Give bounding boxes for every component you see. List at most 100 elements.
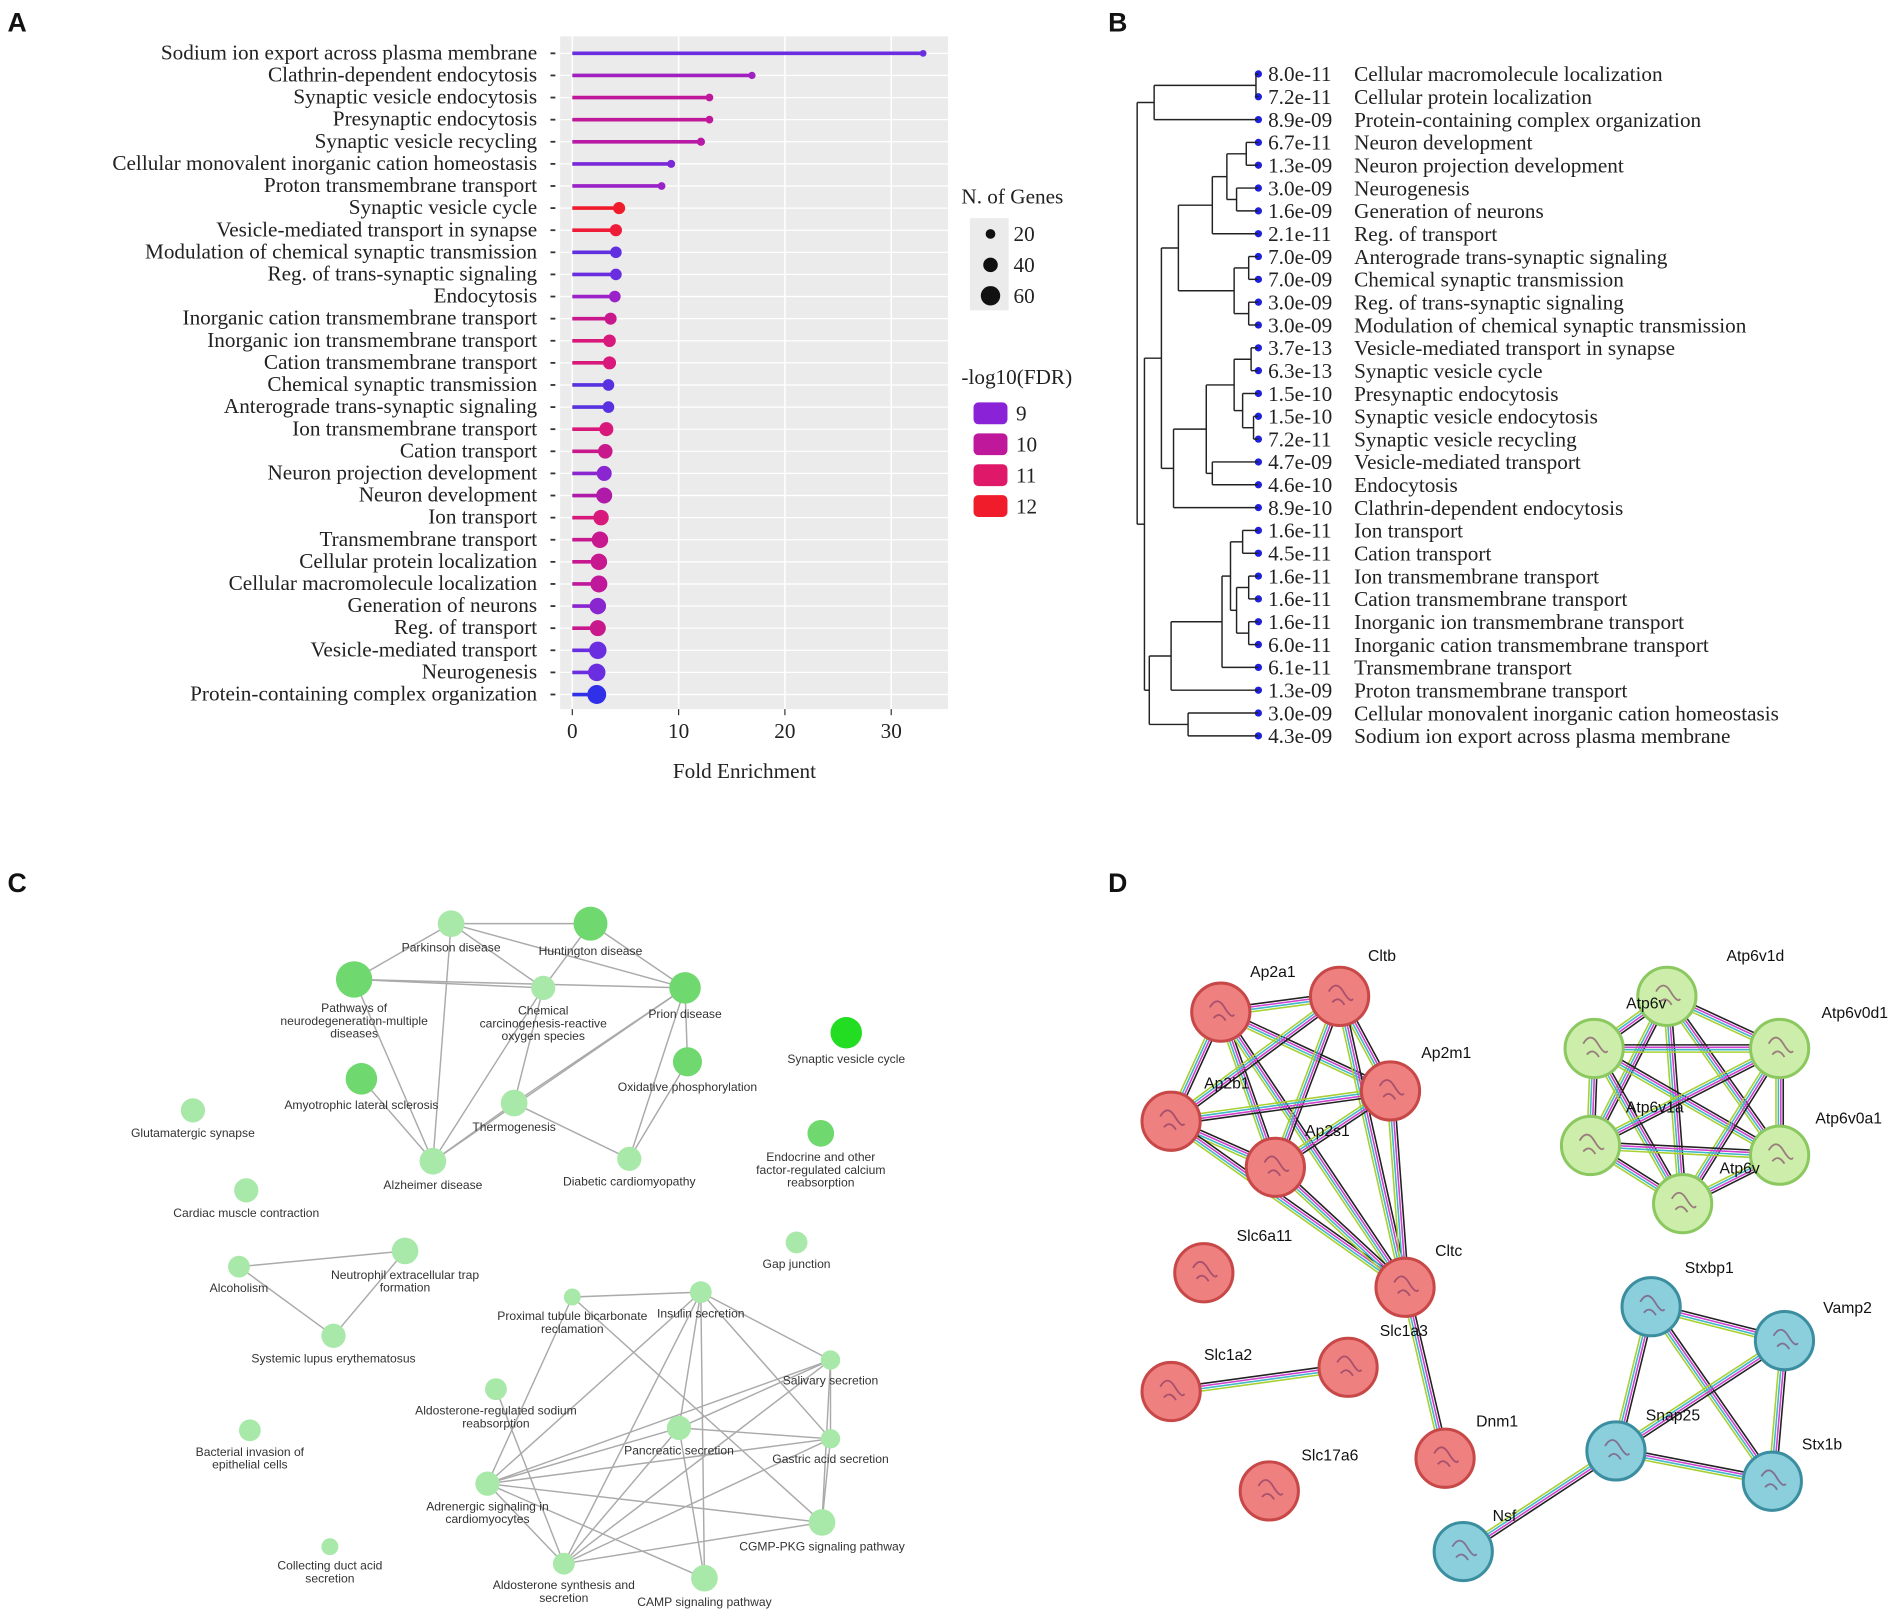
node-label: Adrenergic signaling in <box>426 1499 549 1513</box>
y-tick-label: Sodium ion export across plasma membrane <box>161 40 537 64</box>
protein-structure <box>1378 1079 1405 1100</box>
node-label: Ap2b1 <box>1204 1076 1250 1093</box>
node-label: Alzheimer disease <box>383 1178 482 1192</box>
legend-label: 9 <box>1016 402 1027 426</box>
node-label: Pathways of <box>321 1001 388 1015</box>
fdr-label: 1.6e-11 <box>1268 587 1331 611</box>
network-edge <box>1590 1048 1781 1148</box>
network-edge <box>1589 1046 1780 1146</box>
network-edge <box>1593 1048 1780 1157</box>
protein-node <box>1748 1017 1811 1080</box>
network-edge <box>1169 994 1340 1121</box>
protein-structure <box>1578 1133 1605 1155</box>
legend-title: N. of Genes <box>961 185 1063 209</box>
leaf-label: Ion transmembrane transport <box>1354 564 1599 588</box>
node-label: Atp6v1a <box>1626 1100 1684 1117</box>
y-tick-label: Chemical synaptic transmission <box>267 372 537 396</box>
panel-label: B <box>1108 8 1127 38</box>
leaf-label: Cation transport <box>1354 542 1491 566</box>
node-label: epithelial cells <box>212 1458 287 1472</box>
protein-node <box>1741 1450 1803 1512</box>
leaf-label: Neurogenesis <box>1354 176 1469 200</box>
protein-node <box>1414 1427 1476 1489</box>
protein-node <box>1748 1124 1811 1186</box>
network-edge <box>1594 1046 1781 1155</box>
fdr-label: 1.6e-11 <box>1268 564 1331 588</box>
network-edge <box>678 1427 706 1579</box>
y-tick-label: Modulation of chemical synaptic transmis… <box>145 239 538 263</box>
fdr-label: 4.7e-09 <box>1268 450 1332 474</box>
fdr-label: 7.0e-09 <box>1268 245 1332 269</box>
fdr-label: 1.6e-09 <box>1268 199 1332 223</box>
protein-node <box>1585 1420 1647 1482</box>
protein-node <box>1359 1060 1422 1122</box>
node-label: carcinogenesis-reactive <box>480 1016 607 1030</box>
node-label: Prion disease <box>648 1007 722 1021</box>
network-edge <box>563 1521 823 1565</box>
panel-label: C <box>7 868 26 898</box>
fdr-label: 6.1e-11 <box>1268 656 1331 680</box>
network-edge <box>1169 1121 1405 1289</box>
network-edge <box>563 1359 831 1565</box>
network-edge <box>1172 998 1343 1125</box>
y-tick-label: Clathrin-dependent endocytosis <box>268 63 537 87</box>
protein-structure <box>1257 1479 1284 1500</box>
lollipop-dot <box>610 268 622 281</box>
protein-structure <box>1327 984 1354 1006</box>
protein-node <box>1140 1090 1202 1152</box>
y-tick-label: Cellular macromolecule localization <box>229 571 538 595</box>
lollipop-dot <box>657 182 666 190</box>
protein-node <box>1140 1360 1202 1423</box>
fdr-label: 7.2e-11 <box>1268 427 1331 451</box>
node-label: Ap2a1 <box>1250 964 1296 981</box>
lollipop-dot <box>748 71 756 80</box>
node-label: Oxidative phosphorylation <box>618 1080 757 1094</box>
fdr-label: 4.6e-10 <box>1268 473 1332 497</box>
network-node <box>485 1378 507 1401</box>
network-edge <box>1271 994 1337 1167</box>
network-edge <box>1223 1009 1409 1286</box>
y-tick-label: Inorganic cation transmembrane transport <box>183 306 538 330</box>
node-label: Ap2s1 <box>1305 1123 1350 1140</box>
fdr-label: 6.3e-13 <box>1268 359 1332 383</box>
network-node <box>820 1429 841 1449</box>
network-edge <box>1647 1308 1770 1484</box>
fdr-label: 3.7e-13 <box>1268 336 1332 360</box>
fdr-label: 6.7e-11 <box>1268 131 1331 155</box>
network-edge <box>1588 1044 1779 1143</box>
network-edge <box>1390 1090 1408 1288</box>
node-label: Gastric acid secretion <box>772 1452 888 1466</box>
y-tick-label: Reg. of trans-synaptic signaling <box>267 261 537 285</box>
network-edge <box>432 923 452 1162</box>
network-node <box>666 1415 692 1441</box>
network-edge <box>678 1427 831 1440</box>
protein-node <box>1563 1017 1625 1080</box>
protein-structure <box>1767 1143 1794 1165</box>
leaf-label: Modulation of chemical synaptic transmis… <box>1354 313 1747 337</box>
network-node <box>552 1552 575 1575</box>
network-edge <box>432 987 544 1162</box>
node-label: Gap junction <box>763 1257 831 1271</box>
network-node <box>335 961 373 998</box>
network-edge <box>354 978 686 989</box>
lollipop-dot <box>587 685 607 704</box>
leaf-label: Reg. of transport <box>1354 222 1497 246</box>
network-node <box>180 1098 206 1123</box>
legend-size-key <box>983 257 998 273</box>
plot-background <box>560 36 949 710</box>
lollipop-dot <box>589 641 607 660</box>
network-edge <box>1590 1145 1780 1158</box>
lollipop-dot <box>591 531 609 548</box>
node-label: oxygen species <box>501 1029 584 1043</box>
network-edge <box>1460 1447 1615 1550</box>
leaf-label: Neuron development <box>1354 131 1533 155</box>
network-edge <box>432 1102 515 1162</box>
y-tick-label: Anterograde trans-synaptic signaling <box>224 394 538 418</box>
y-tick-label: Synaptic vesicle cycle <box>349 195 537 219</box>
network-edge <box>487 1438 831 1485</box>
node-label: Diabetic cardiomyopathy <box>563 1174 697 1188</box>
leaf-label: Anterograde trans-synaptic signaling <box>1354 245 1668 269</box>
network-edge <box>487 1482 705 1579</box>
leaf-label: Sodium ion export across plasma membrane <box>1354 724 1730 748</box>
node-label: CAMP signaling pathway <box>637 1595 772 1609</box>
